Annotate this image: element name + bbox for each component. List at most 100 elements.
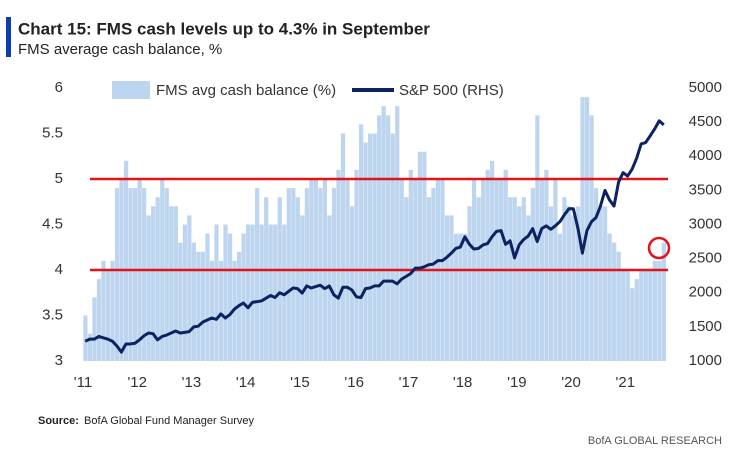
bar [449, 215, 454, 361]
bar [431, 188, 436, 361]
title-accent [6, 17, 11, 57]
bar [92, 297, 97, 361]
bar [123, 160, 129, 361]
bar [223, 224, 228, 361]
bar [241, 233, 246, 361]
legend-label: S&P 500 (RHS) [399, 82, 504, 99]
bar [264, 197, 269, 361]
y2-tick-label: 3500 [689, 181, 722, 198]
bar [557, 233, 563, 361]
x-tick-label: '11 [74, 374, 92, 391]
bar [133, 188, 138, 361]
bar [318, 188, 323, 361]
bar [630, 288, 635, 361]
x-tick-label: '12 [127, 374, 147, 391]
bar [340, 133, 346, 361]
bar [146, 215, 151, 361]
x-tick-label: '18 [453, 374, 473, 391]
bar [87, 333, 93, 361]
bar [526, 215, 531, 361]
bar [173, 206, 178, 361]
bar [273, 224, 278, 361]
bar [101, 260, 106, 361]
x-tick-label: '16 [344, 374, 364, 391]
bar [151, 206, 156, 361]
bar [291, 188, 296, 361]
bar [218, 260, 224, 361]
bar [467, 206, 472, 361]
bar [255, 188, 260, 361]
bar [508, 197, 513, 361]
bar [377, 115, 382, 361]
x-tick-label: '15 [290, 374, 310, 391]
source-label: Source: [38, 415, 79, 427]
bar [571, 215, 576, 361]
bar [566, 206, 572, 361]
y2-tick-label: 1000 [689, 352, 722, 369]
bar [282, 224, 287, 361]
bar [250, 224, 255, 361]
bar [295, 197, 300, 361]
bar [83, 315, 88, 361]
bar [128, 188, 133, 361]
bar [277, 197, 282, 361]
bar [648, 270, 653, 361]
bar [616, 251, 621, 361]
bar [395, 106, 400, 361]
bar [607, 233, 612, 361]
y-tick-label: 4 [55, 261, 63, 278]
x-tick-label: '13 [182, 374, 202, 391]
bar [462, 233, 468, 361]
bar [444, 215, 450, 361]
y-tick-label: 3.5 [42, 306, 63, 323]
bar [300, 215, 305, 361]
bar [209, 260, 215, 361]
y2-tick-label: 4500 [689, 113, 722, 130]
bar [114, 188, 120, 361]
bar [187, 215, 192, 361]
y-tick-label: 5.5 [42, 124, 63, 141]
bar [191, 242, 196, 361]
bar [336, 169, 341, 361]
bar [634, 279, 639, 361]
bar [200, 251, 206, 361]
bar [453, 233, 459, 361]
bar [657, 260, 662, 361]
bar [417, 151, 422, 361]
y2-tick-label: 1500 [689, 318, 722, 335]
bar [182, 224, 187, 361]
bar [169, 206, 174, 361]
bar [548, 206, 554, 361]
bar [286, 188, 291, 361]
bar [625, 270, 630, 361]
bar [372, 133, 377, 361]
bar [612, 242, 617, 361]
legend-label: FMS avg cash balance (%) [156, 82, 336, 99]
source: BofA Global Fund Manager Survey [84, 415, 254, 427]
bar [178, 242, 183, 361]
bar [575, 206, 581, 361]
bar [105, 270, 111, 361]
bar [196, 251, 201, 361]
bar [363, 142, 368, 361]
bar [512, 197, 517, 361]
bar [485, 169, 490, 361]
bar [164, 188, 169, 361]
x-tick-label: '20 [561, 374, 581, 391]
footer: BofA GLOBAL RESEARCH [588, 435, 722, 447]
bar [661, 242, 666, 361]
y-tick-label: 3 [55, 352, 63, 369]
bar [580, 97, 585, 361]
bar [490, 160, 495, 361]
bar [530, 188, 535, 361]
bar [476, 197, 481, 361]
bar [517, 206, 522, 361]
bar [354, 169, 359, 361]
bar [643, 270, 648, 361]
bar [408, 169, 413, 361]
x-tick-label: '17 [399, 374, 419, 391]
bar [589, 115, 594, 361]
bar [652, 260, 657, 361]
bar [349, 206, 355, 361]
y2-tick-label: 2500 [689, 250, 722, 267]
